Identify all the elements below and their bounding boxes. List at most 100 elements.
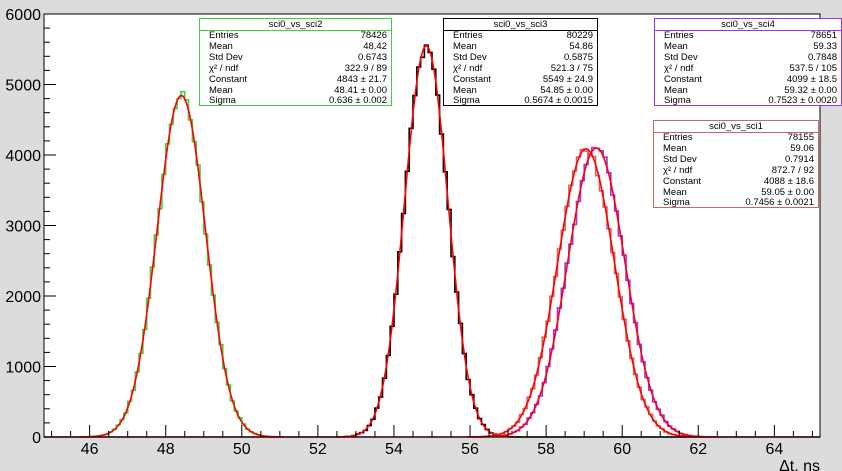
stats-row: Sigma 0.7523 ± 0.0020: [655, 96, 841, 107]
stats-value: 59.33: [813, 40, 837, 52]
stats-label: Constant: [453, 73, 492, 85]
y-tick-label: 2000: [5, 289, 41, 306]
x-tick-label: 60: [613, 441, 631, 458]
stats-label: Sigma: [663, 197, 690, 209]
stats-value: 59.32 ± 0.00: [784, 84, 837, 96]
stats-value: 0.7914: [784, 153, 814, 165]
stats-value: 80229: [566, 30, 593, 41]
x-tick-label: 48: [157, 441, 175, 458]
stats-label: Mean: [209, 40, 233, 52]
x-axis-label: Δt, ns: [779, 458, 820, 471]
stats-row: Std Dev 0.5875: [444, 51, 597, 64]
stats-label: Std Dev: [209, 51, 243, 63]
x-tick-label: 58: [537, 441, 555, 458]
stats-box-title: sci0_vs_sci2: [200, 19, 391, 31]
stats-box-title: sci0_vs_sci3: [444, 19, 597, 31]
fit-curve-sci0_vs_sci4: [476, 147, 716, 438]
stats-row: Mean 59.06: [654, 142, 818, 155]
x-tick-label: 62: [689, 441, 707, 458]
fit-curve-sci0_vs_sci1: [466, 147, 705, 438]
stats-row: Constant 4843 ± 21.7: [200, 73, 391, 86]
stats-box-title: sci0_vs_sci4: [655, 19, 841, 31]
stats-row: Sigma 0.7456 ± 0.0021: [654, 198, 818, 209]
stats-row: Constant 4088 ± 18.6: [654, 175, 818, 188]
stats-row: Constant 4099 ± 18.5: [655, 73, 841, 86]
stats-row: Mean 59.32 ± 0.00: [655, 84, 841, 97]
stats-value: 322.9 / 89: [344, 62, 387, 74]
stats-label: χ² / ndf: [209, 62, 239, 74]
stats-label: χ² / ndf: [663, 164, 693, 176]
stats-value: 78426: [360, 30, 387, 41]
fit-curve-sci0_vs_sci2: [79, 94, 283, 438]
stats-row: χ² / ndf 322.9 / 89: [200, 62, 391, 75]
stats-label: Entries: [209, 30, 239, 41]
stats-value: 54.85 ± 0.00: [540, 84, 593, 96]
stats-label: Mean: [453, 40, 477, 52]
stats-value: 0.7523 ± 0.0020: [768, 95, 837, 107]
stats-value: 5549 ± 24.9: [542, 73, 593, 85]
stats-row: Mean 48.42: [200, 40, 391, 53]
stats-label: Entries: [664, 30, 694, 41]
stats-label: Mean: [664, 40, 688, 52]
stats-row: Std Dev 0.6743: [200, 51, 391, 64]
stats-label: Constant: [209, 73, 248, 85]
stats-value: 4843 ± 21.7: [336, 73, 387, 85]
stats-label: Mean: [663, 186, 687, 198]
stats-value: 537.5 / 105: [789, 62, 837, 74]
stats-value: 48.42: [363, 40, 387, 52]
y-tick-label: 6000: [5, 7, 41, 24]
stats-label: Constant: [663, 175, 702, 187]
stats-label: χ² / ndf: [453, 62, 483, 74]
stats-row: Mean 48.41 ± 0.00: [200, 84, 391, 97]
stats-row: Entries 78155: [654, 132, 818, 144]
x-tick-label: 50: [233, 441, 251, 458]
stats-label: Std Dev: [663, 153, 697, 165]
stats-row: Std Dev 0.7914: [654, 153, 818, 166]
y-tick-label: 3000: [5, 219, 41, 236]
stats-label: Mean: [209, 84, 233, 96]
stats-value: 78155: [787, 132, 814, 143]
stats-value: 0.7848: [807, 51, 837, 63]
stats-label: χ² / ndf: [664, 62, 694, 74]
stats-label: Std Dev: [664, 51, 698, 63]
stats-label: Sigma: [453, 95, 480, 107]
stats-value: 59.06: [790, 142, 814, 154]
stats-row: Mean 54.85 ± 0.00: [444, 84, 597, 97]
stats-label: Sigma: [664, 95, 691, 107]
stats-value: 4099 ± 18.5: [786, 73, 837, 85]
stats-row: Mean 59.33: [655, 40, 841, 53]
x-tick-label: 56: [461, 441, 479, 458]
stats-value: 4088 ± 18.6: [763, 175, 814, 187]
stats-row: Std Dev 0.7848: [655, 51, 841, 64]
stats-value: 48.41 ± 0.00: [334, 84, 387, 96]
stats-label: Entries: [453, 30, 483, 41]
stats-row: Sigma 0.636 ± 0.002: [200, 96, 391, 107]
x-tick-label: 54: [385, 441, 403, 458]
x-tick-label: 52: [309, 441, 327, 458]
stats-value: 0.5674 ± 0.0015: [524, 95, 593, 107]
stats-label: Sigma: [209, 95, 236, 107]
stats-label: Mean: [453, 84, 477, 96]
stats-row: Entries 78426: [200, 30, 391, 42]
stats-row: Entries 78651: [655, 30, 841, 42]
stats-value: 59.05 ± 0.00: [761, 186, 814, 198]
x-tick-label: 64: [765, 441, 783, 458]
stats-box-sci0_vs_sci4: sci0_vs_sci4 Entries 78651 Mean 59.33 Std Dev…: [654, 18, 842, 106]
y-tick-label: 4000: [5, 148, 41, 165]
stats-row: Mean 59.05 ± 0.00: [654, 186, 818, 199]
stats-label: Mean: [663, 142, 687, 154]
fit-curve-sci0_vs_sci3: [335, 45, 516, 438]
stats-value: 54.86: [569, 40, 593, 52]
stats-label: Entries: [663, 132, 693, 143]
stats-box-sci0_vs_sci2: sci0_vs_sci2 Entries 78426 Mean 48.42 Std Dev…: [199, 18, 392, 106]
stats-row: Sigma 0.5674 ± 0.0015: [444, 96, 597, 107]
stats-value: 0.636 ± 0.002: [328, 95, 387, 107]
stats-row: χ² / ndf 537.5 / 105: [655, 62, 841, 75]
stats-value: 0.6743: [357, 51, 387, 63]
stats-label: Mean: [664, 84, 688, 96]
stats-value: 78651: [810, 30, 837, 41]
stats-label: Std Dev: [453, 51, 487, 63]
stats-box-sci0_vs_sci1: sci0_vs_sci1 Entries 78155 Mean 59.06 Std Dev…: [653, 120, 819, 208]
y-tick-label: 0: [32, 430, 41, 447]
